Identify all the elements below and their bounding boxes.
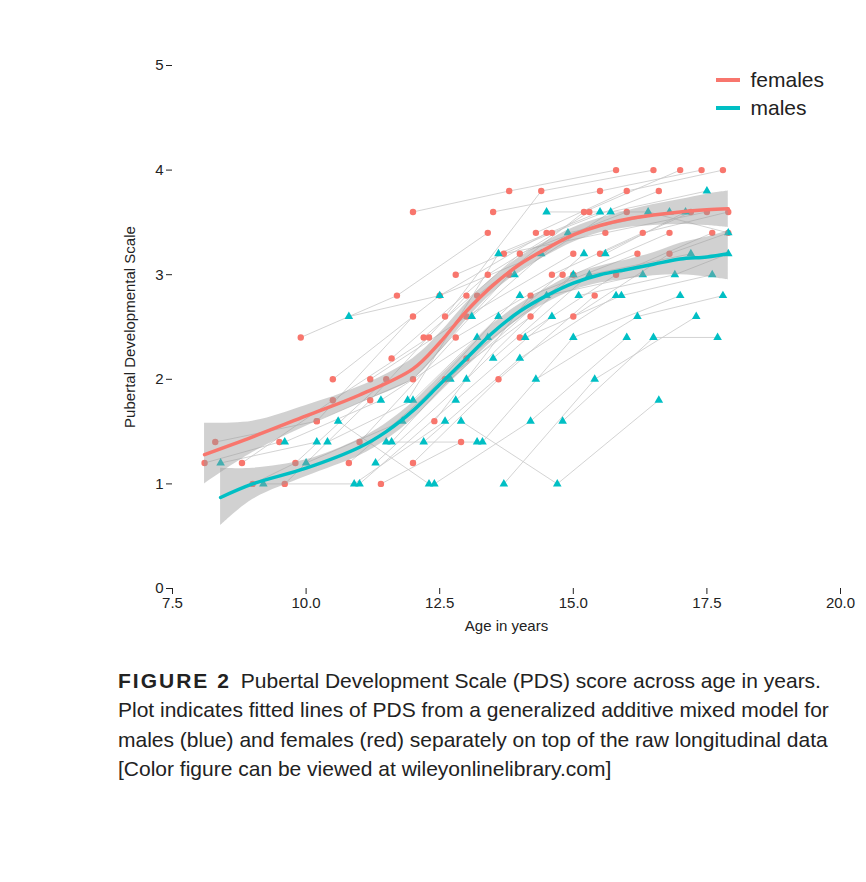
svg-text:1: 1 [155, 475, 163, 492]
html-text:males: males [750, 96, 807, 119]
svg-text:4: 4 [155, 161, 163, 178]
svg-text:Pubertal Developmental Scale: Pubertal Developmental Scale [121, 226, 138, 428]
svg-text:15.0: 15.0 [559, 594, 588, 611]
svg-text:Age in years: Age in years [465, 617, 548, 634]
svg-text:5: 5 [155, 56, 163, 73]
html-text:females: females [750, 68, 824, 91]
svg-text:17.5: 17.5 [692, 594, 721, 611]
svg-text:10.0: 10.0 [291, 594, 320, 611]
svg-text:20.0: 20.0 [826, 594, 855, 611]
svg-text:12.5: 12.5 [425, 594, 454, 611]
svg-text:2: 2 [155, 370, 163, 387]
svg-text:7.5: 7.5 [162, 594, 183, 611]
html-text:Pubertal Development Scale (PD: Pubertal Development Scale (PDS) score a… [118, 669, 829, 781]
svg-text:3: 3 [155, 266, 163, 283]
html-text:FIGURE 2: FIGURE 2 [118, 669, 231, 692]
svg-text:0: 0 [155, 579, 164, 597]
